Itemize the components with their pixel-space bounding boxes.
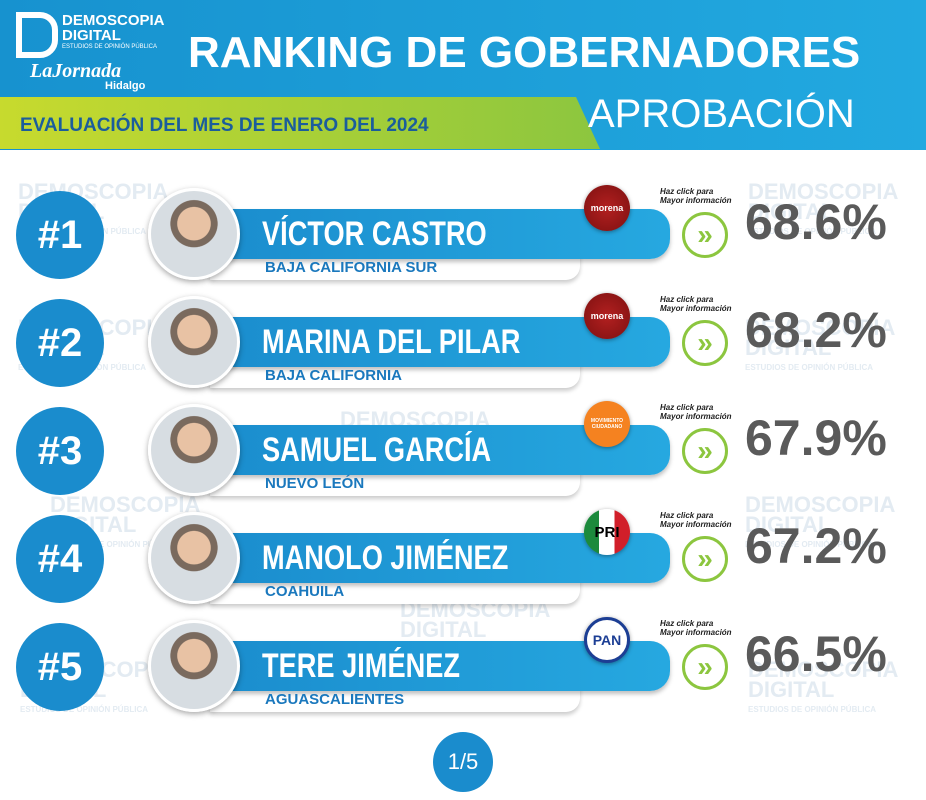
subtitle: EVALUACIÓN DEL MES DE ENERO DEL 2024 bbox=[20, 115, 429, 136]
cta-text: Haz click para bbox=[660, 187, 714, 196]
candidate-state: COAHUILA bbox=[265, 583, 345, 600]
party-logo: PAN bbox=[584, 617, 630, 663]
approval-value: 67.2% bbox=[745, 518, 887, 574]
candidate-name: VÍCTOR CASTRO bbox=[262, 215, 487, 253]
watermark-text: DIGITAL bbox=[745, 512, 832, 537]
candidate-state: NUEVO LEÓN bbox=[265, 475, 365, 492]
candidate-name: MANOLO JIMÉNEZ bbox=[262, 539, 509, 577]
watermark-text: DEMOSCOPIA bbox=[50, 492, 201, 517]
watermark-text: DEMOSCOPIA bbox=[745, 492, 896, 517]
brand2: DIGITAL bbox=[62, 27, 121, 44]
watermark-text: ESTUDIOS DE OPINIÓN PÚBLICA bbox=[748, 227, 877, 236]
cta-text: Haz click para bbox=[660, 295, 714, 304]
cta-text: Mayor información bbox=[660, 628, 732, 637]
watermark-text: ESTUDIOS DE OPINIÓN PÚBLICA bbox=[745, 540, 874, 549]
section: APROBACIÓN bbox=[588, 92, 855, 136]
candidate-state: BAJA CALIFORNIA bbox=[265, 367, 402, 384]
partner-sub: Hidalgo bbox=[105, 80, 146, 92]
watermark-text: DEMOSCOPIA bbox=[748, 657, 899, 682]
approval-value: 67.9% bbox=[745, 410, 887, 466]
candidate-photo bbox=[148, 296, 240, 388]
watermark-text: ESTUDIOS DE OPINIÓN PÚBLICA bbox=[50, 540, 179, 549]
rank-badge: #5 bbox=[16, 623, 104, 711]
approval-value: 68.6% bbox=[745, 194, 887, 250]
watermark-text: ESTUDIOS DE OPINIÓN PÚBLICA bbox=[748, 705, 877, 714]
approval-value: 66.5% bbox=[745, 626, 887, 682]
brand: DEMOSCOPIA bbox=[62, 12, 165, 29]
watermark-text: ESTUDIOS DE OPINIÓN PÚBLICA bbox=[745, 363, 874, 372]
cta-text: Mayor información bbox=[660, 412, 732, 421]
candidate-photo bbox=[148, 512, 240, 604]
rank-badge: #2 bbox=[16, 299, 104, 387]
title: RANKING DE GOBERNADORES bbox=[188, 28, 861, 77]
candidate-photo bbox=[148, 404, 240, 496]
subtitle-band bbox=[0, 97, 600, 149]
party-logo: morena bbox=[584, 185, 630, 231]
rank-badge: #1 bbox=[16, 191, 104, 279]
rank-badge: #3 bbox=[16, 407, 104, 495]
watermark-text: DIGITAL bbox=[748, 677, 835, 702]
watermark-text: ESTUDIOS DE OPINIÓN PÚBLICA bbox=[20, 705, 149, 714]
more-info-button[interactable]: » bbox=[682, 428, 728, 474]
watermark-text: DEMOSCOPIA bbox=[748, 179, 899, 204]
party-logo: MOVIMIENTO CIUDADANO bbox=[584, 401, 630, 447]
candidate-state: BAJA CALIFORNIA SUR bbox=[265, 259, 438, 276]
logo-mark bbox=[16, 12, 58, 58]
more-info-button[interactable]: » bbox=[682, 536, 728, 582]
more-info-button[interactable]: » bbox=[682, 644, 728, 690]
candidate-photo bbox=[148, 188, 240, 280]
approval-value: 68.2% bbox=[745, 302, 887, 358]
cta-text: Mayor información bbox=[660, 304, 732, 313]
more-info-button[interactable]: » bbox=[682, 320, 728, 366]
partner: LaJornada bbox=[30, 60, 122, 82]
candidate-name: SAMUEL GARCÍA bbox=[262, 431, 492, 469]
watermark-text: DIGITAL bbox=[745, 335, 832, 360]
cta-text: Haz click para bbox=[660, 619, 714, 628]
candidate-photo bbox=[148, 620, 240, 712]
pagination[interactable]: 1/5 bbox=[433, 732, 493, 792]
more-info-button[interactable]: » bbox=[682, 212, 728, 258]
party-logo: morena bbox=[584, 293, 630, 339]
cta-text: Haz click para bbox=[660, 403, 714, 412]
candidate-name: TERE JIMÉNEZ bbox=[262, 647, 460, 685]
watermark-text: DIGITAL bbox=[748, 199, 835, 224]
cta-text: Mayor información bbox=[660, 520, 732, 529]
candidate-name: MARINA DEL PILAR bbox=[262, 323, 521, 361]
rank-badge: #4 bbox=[16, 515, 104, 603]
watermark-text: DEMOSCOPIA bbox=[400, 597, 551, 622]
watermark-text: DEMOSCOPIA bbox=[745, 315, 896, 340]
cta-text: Haz click para bbox=[660, 511, 714, 520]
party-logo: PRI bbox=[584, 509, 630, 555]
brand-sub: ESTUDIOS DE OPINIÓN PÚBLICA bbox=[62, 44, 158, 50]
watermark-text: DIGITAL bbox=[400, 617, 487, 642]
candidate-state: AGUASCALIENTES bbox=[265, 691, 405, 708]
cta-text: Mayor información bbox=[660, 196, 732, 205]
